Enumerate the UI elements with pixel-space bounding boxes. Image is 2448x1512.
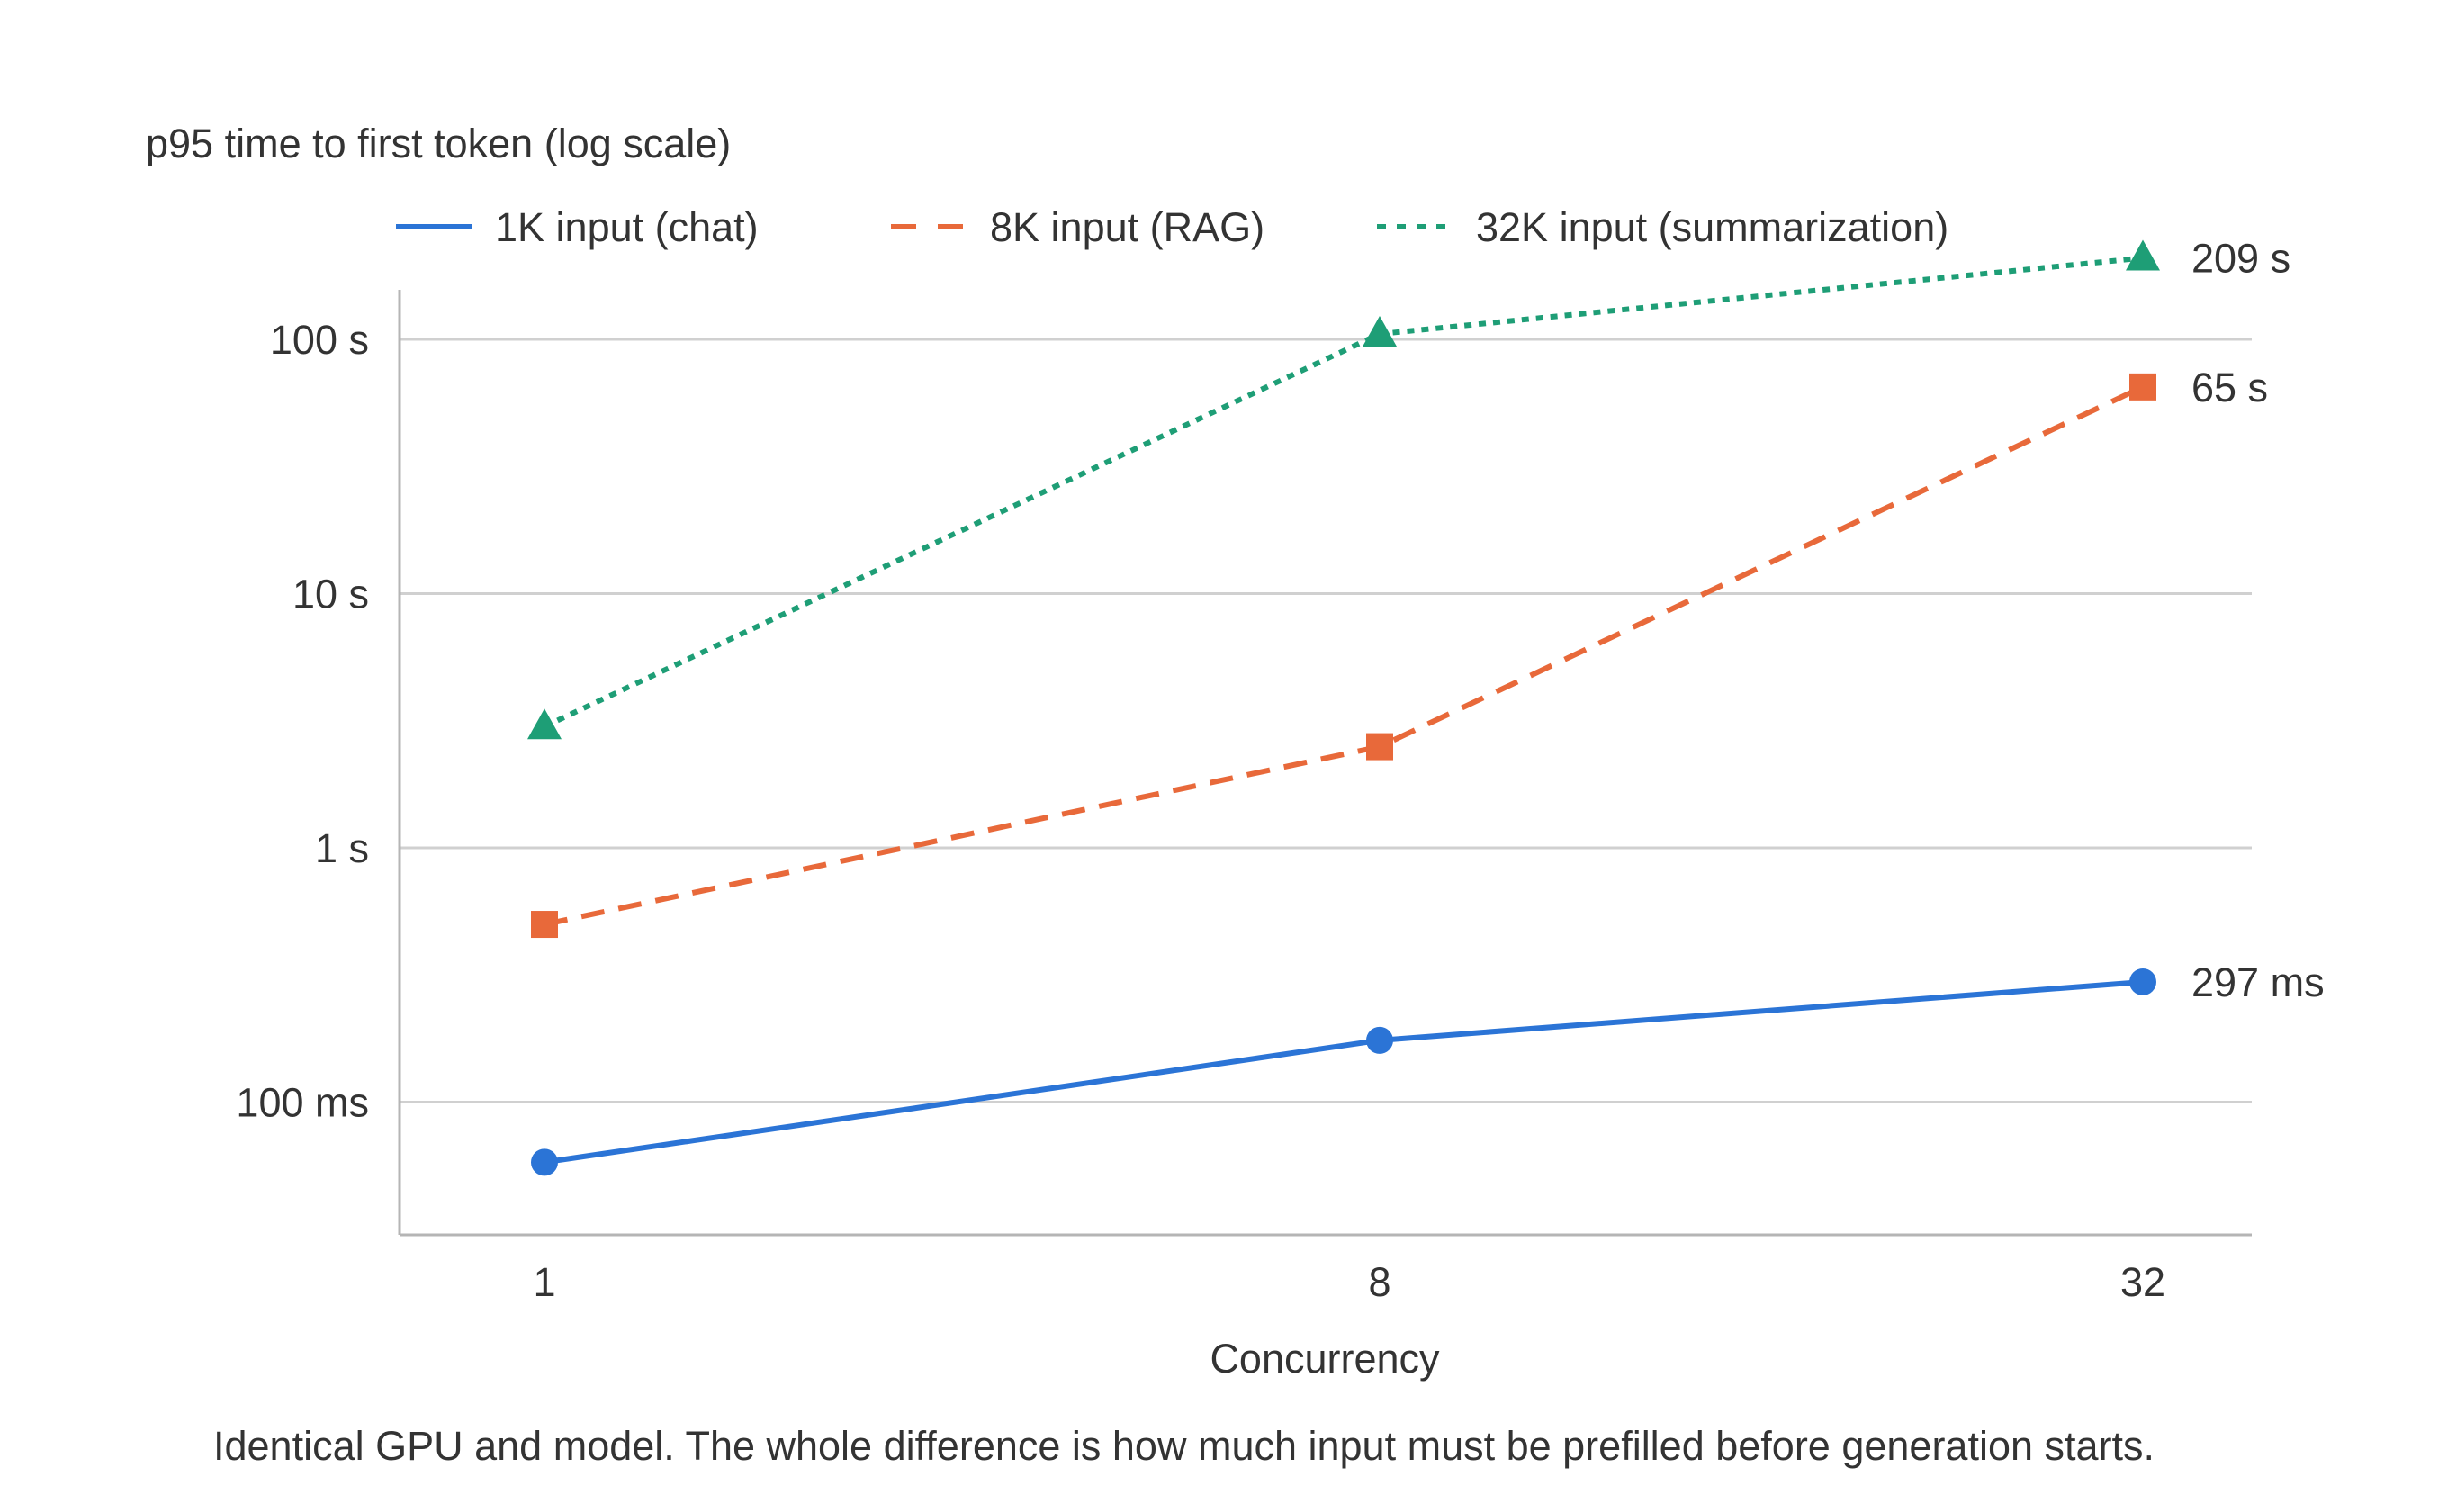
x-tick-label: 32 (2120, 1259, 2165, 1305)
end-label-rag: 65 s (2192, 364, 2268, 410)
data-point-rag-1 (1366, 733, 1393, 760)
chart-caption: Identical GPU and model. The whole diffe… (213, 1423, 2155, 1469)
series-line-summ (543, 255, 2144, 729)
x-axis-label: Concurrency (1210, 1336, 1440, 1382)
data-point-rag-0 (531, 911, 558, 939)
data-point-chat-0 (531, 1148, 558, 1176)
legend-label-rag: 8K input (RAG) (990, 204, 1264, 250)
y-tick-label: 10 s (292, 572, 369, 617)
chart-title: p95 time to first token (log scale) (146, 121, 731, 166)
series-line-chat (544, 978, 2144, 1166)
x-tick-label: 1 (533, 1259, 555, 1305)
legend-item-chat: 1K input (chat) (396, 204, 759, 250)
series-line-rag (544, 384, 2145, 927)
end-label-summ: 209 s (2192, 236, 2290, 282)
x-tick-label: 8 (1368, 1259, 1390, 1305)
y-tick-label: 100 ms (236, 1080, 369, 1126)
x-tick-labels: 1 8 32 (533, 1259, 2165, 1305)
legend-item-rag: 8K input (RAG) (891, 204, 1264, 250)
y-tick-label: 100 s (270, 317, 369, 363)
legend-item-summ: 32K input (summarization) (1377, 204, 1948, 250)
legend: 1K input (chat) 8K input (RAG) 32K input (… (396, 204, 1948, 250)
axes (398, 290, 2252, 1237)
data-point-summ-2 (2126, 239, 2160, 271)
end-label-chat: 297 ms (2192, 959, 2325, 1005)
series-layer (527, 239, 2160, 1176)
y-tick-labels: 100 ms 1 s 10 s 100 s (236, 317, 369, 1126)
grid-lines (400, 338, 2252, 1103)
data-point-chat-2 (2129, 968, 2156, 995)
legend-label-chat: 1K input (chat) (495, 204, 759, 250)
data-point-summ-0 (527, 708, 562, 740)
data-point-rag-2 (2129, 373, 2156, 400)
data-point-summ-1 (1363, 316, 1397, 347)
legend-label-summ: 32K input (summarization) (1476, 204, 1948, 250)
data-point-chat-1 (1366, 1026, 1393, 1054)
end-labels: 297 ms 65 s 209 s (2192, 236, 2325, 1005)
y-tick-label: 1 s (315, 825, 369, 871)
